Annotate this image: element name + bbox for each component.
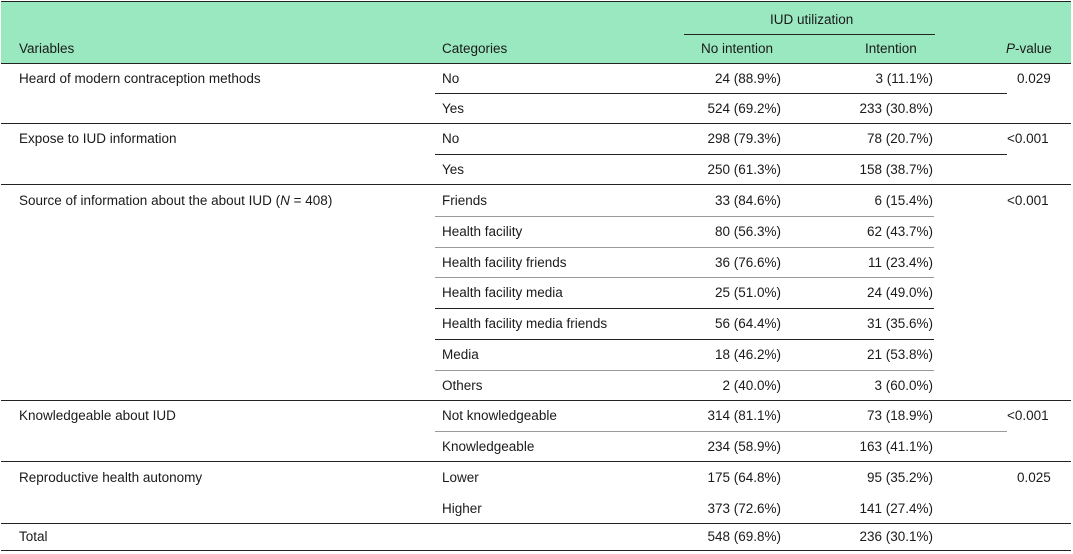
intention-cell: 3 (11.1%) [875,71,933,86]
no-intention-cell: 524 (69.2%) [707,101,781,116]
header-p-rest: -value [1015,41,1052,56]
category-cell: No [442,71,460,86]
row-rule [435,370,934,371]
no-intention-cell: 250 (61.3%) [707,162,781,177]
no-intention-cell: 33 (84.6%) [714,193,781,208]
category-cell: Media [442,347,479,362]
p-value: <0.001 [1007,131,1049,146]
variable-expose-iud-info: Expose to IUD information [19,131,177,146]
no-intention-cell: 234 (58.9%) [707,439,781,454]
intention-cell: 62 (43.7%) [866,224,933,239]
intention-cell: 21 (53.8%) [866,347,933,362]
block-separator [1,461,1071,462]
category-cell: Health facility media friends [442,316,608,331]
p-value: 0.029 [1017,71,1051,86]
variable-source-of-information: Source of information about the about IU… [19,193,332,208]
intention-cell: 11 (23.4%) [867,255,933,270]
header-categories: Categories [442,41,508,56]
category-cell: Friends [442,193,488,208]
total-intention: 236 (30.1%) [859,529,933,544]
row-rule [435,216,934,217]
intention-cell: 6 (15.4%) [874,193,933,208]
category-cell: Health facility friends [442,255,567,270]
category-cell: No [442,131,460,146]
row-rule [435,154,1007,155]
intention-cell: 3 (60.0%) [874,378,933,393]
row-rule [435,93,1007,94]
header-variables: Variables [19,41,75,56]
no-intention-cell: 80 (56.3%) [714,224,781,239]
category-cell: Health facility [442,224,523,239]
variable-prefix: Source of information about the about IU… [19,193,281,208]
table-bottom-rule [1,550,1071,551]
category-cell: Not knowledgeable [442,408,557,423]
intention-cell: 95 (35.2%) [866,470,933,485]
block-separator [1,123,1071,124]
no-intention-cell: 25 (51.0%) [714,285,781,300]
group-header-rule [684,34,935,35]
row-rule [435,339,934,340]
no-intention-cell: 18 (46.2%) [714,347,781,362]
category-cell: Yes [442,101,465,116]
total-label: Total [19,529,48,544]
category-cell: Knowledgeable [442,439,535,454]
row-rule [435,277,934,278]
intention-cell: 24 (49.0%) [866,285,933,300]
no-intention-cell: 373 (72.6%) [707,501,781,516]
intention-cell: 31 (35.6%) [866,316,933,331]
p-value: <0.001 [1007,193,1049,208]
no-intention-cell: 314 (81.1%) [707,408,781,423]
p-value: <0.001 [1007,408,1049,423]
intention-cell: 78 (20.7%) [866,131,933,146]
intention-cell: 233 (30.8%) [859,101,933,116]
row-rule [435,308,934,309]
total-no-intention: 548 (69.8%) [707,529,781,544]
no-intention-cell: 298 (79.3%) [707,131,781,146]
category-cell: Yes [442,162,465,177]
no-intention-cell: 56 (64.4%) [714,316,781,331]
header-intention: Intention [865,41,917,56]
group-header-iud-utilization: IUD utilization [770,12,854,27]
intention-cell: 163 (41.1%) [859,439,933,454]
intention-cell: 73 (18.9%) [866,408,933,423]
variable-reproductive-health-autonomy: Reproductive health autonomy [19,470,203,485]
block-separator [1,400,1071,401]
block-separator [1,184,1071,185]
header-p-value: P-value [1006,41,1052,56]
category-cell: Higher [442,501,482,516]
category-cell: Lower [442,470,479,485]
variable-italic-n: N [280,193,290,208]
p-value: 0.025 [1017,470,1051,485]
row-rule [435,247,934,248]
row-rule [435,431,1007,432]
category-cell: Others [442,378,483,393]
variable-suffix: = 408) [289,193,333,208]
variable-knowledgeable-about-iud: Knowledgeable about IUD [19,408,176,423]
header-p-italic: P [1006,41,1016,56]
category-cell: Health facility media [442,285,563,300]
table-header: IUD utilization Variables Categories No … [1,1,1071,64]
no-intention-cell: 2 (40.0%) [722,378,781,393]
intention-cell: 141 (27.4%) [859,501,933,516]
no-intention-cell: 175 (64.8%) [707,470,781,485]
no-intention-cell: 36 (76.6%) [714,255,781,270]
no-intention-cell: 24 (88.9%) [714,71,781,86]
block-separator [1,523,1071,524]
variable-heard-modern-contraception: Heard of modern contraception methods [19,71,261,86]
intention-cell: 158 (38.7%) [859,162,933,177]
header-no-intention: No intention [701,41,774,56]
